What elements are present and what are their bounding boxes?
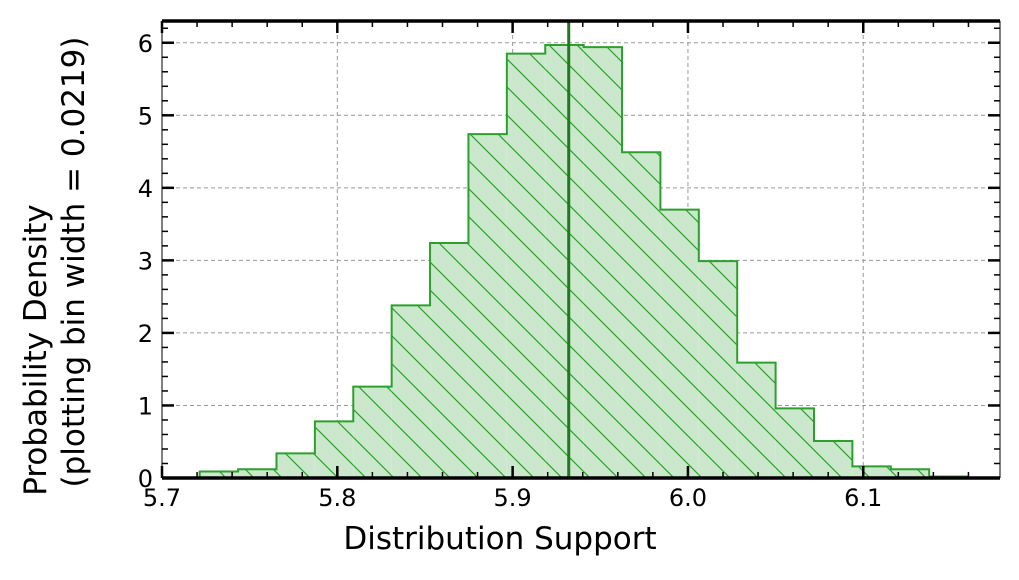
x-tick-labels: 5.7 5.8 5.9 6.0 6.1 (143, 484, 882, 512)
y-tick-labels: 0 1 2 3 4 5 6 (138, 30, 153, 493)
histogram-bar (890, 469, 930, 478)
x-tick-label: 5.9 (494, 484, 532, 512)
histogram-bar (506, 53, 546, 478)
y-tick-label: 6 (138, 30, 153, 58)
histogram-bar (391, 305, 431, 478)
histogram-bar (545, 44, 584, 478)
x-tick-label: 5.7 (143, 484, 181, 512)
y-tick-label: 3 (138, 247, 153, 275)
histogram-outline (198, 43, 969, 478)
histogram-bar (314, 421, 354, 478)
histogram-bar (622, 152, 661, 478)
histogram-bar (698, 261, 738, 478)
histogram-bar (775, 408, 814, 478)
y-axis-label-line1: Probability Density (18, 204, 54, 496)
x-axis-label: Distribution Support (343, 521, 656, 557)
histogram-bar (737, 362, 776, 478)
x-tick-label: 6.0 (669, 484, 707, 512)
histogram-bar (813, 441, 853, 478)
y-axis-label-line2: (plotting bin width = 0.0219) (56, 37, 92, 488)
histogram-bar (583, 47, 623, 478)
histogram-bar (199, 471, 239, 478)
x-tick-label: 6.1 (844, 484, 882, 512)
histogram-bar (660, 209, 699, 478)
y-tick-label: 4 (138, 175, 153, 203)
y-tick-label: 2 (138, 320, 153, 348)
tick-marks (160, 21, 1000, 480)
histogram-bar (468, 134, 507, 478)
y-tick-label: 0 (138, 465, 153, 493)
histogram-bar (353, 386, 392, 478)
histogram-bar (852, 466, 891, 478)
y-tick-label: 1 (138, 392, 153, 420)
y-tick-label: 5 (138, 102, 153, 130)
histogram-bars (198, 43, 969, 478)
x-tick-label: 5.8 (318, 484, 356, 512)
histogram-bar (238, 469, 277, 478)
histogram-bar (276, 453, 315, 478)
histogram-bar (430, 242, 469, 478)
